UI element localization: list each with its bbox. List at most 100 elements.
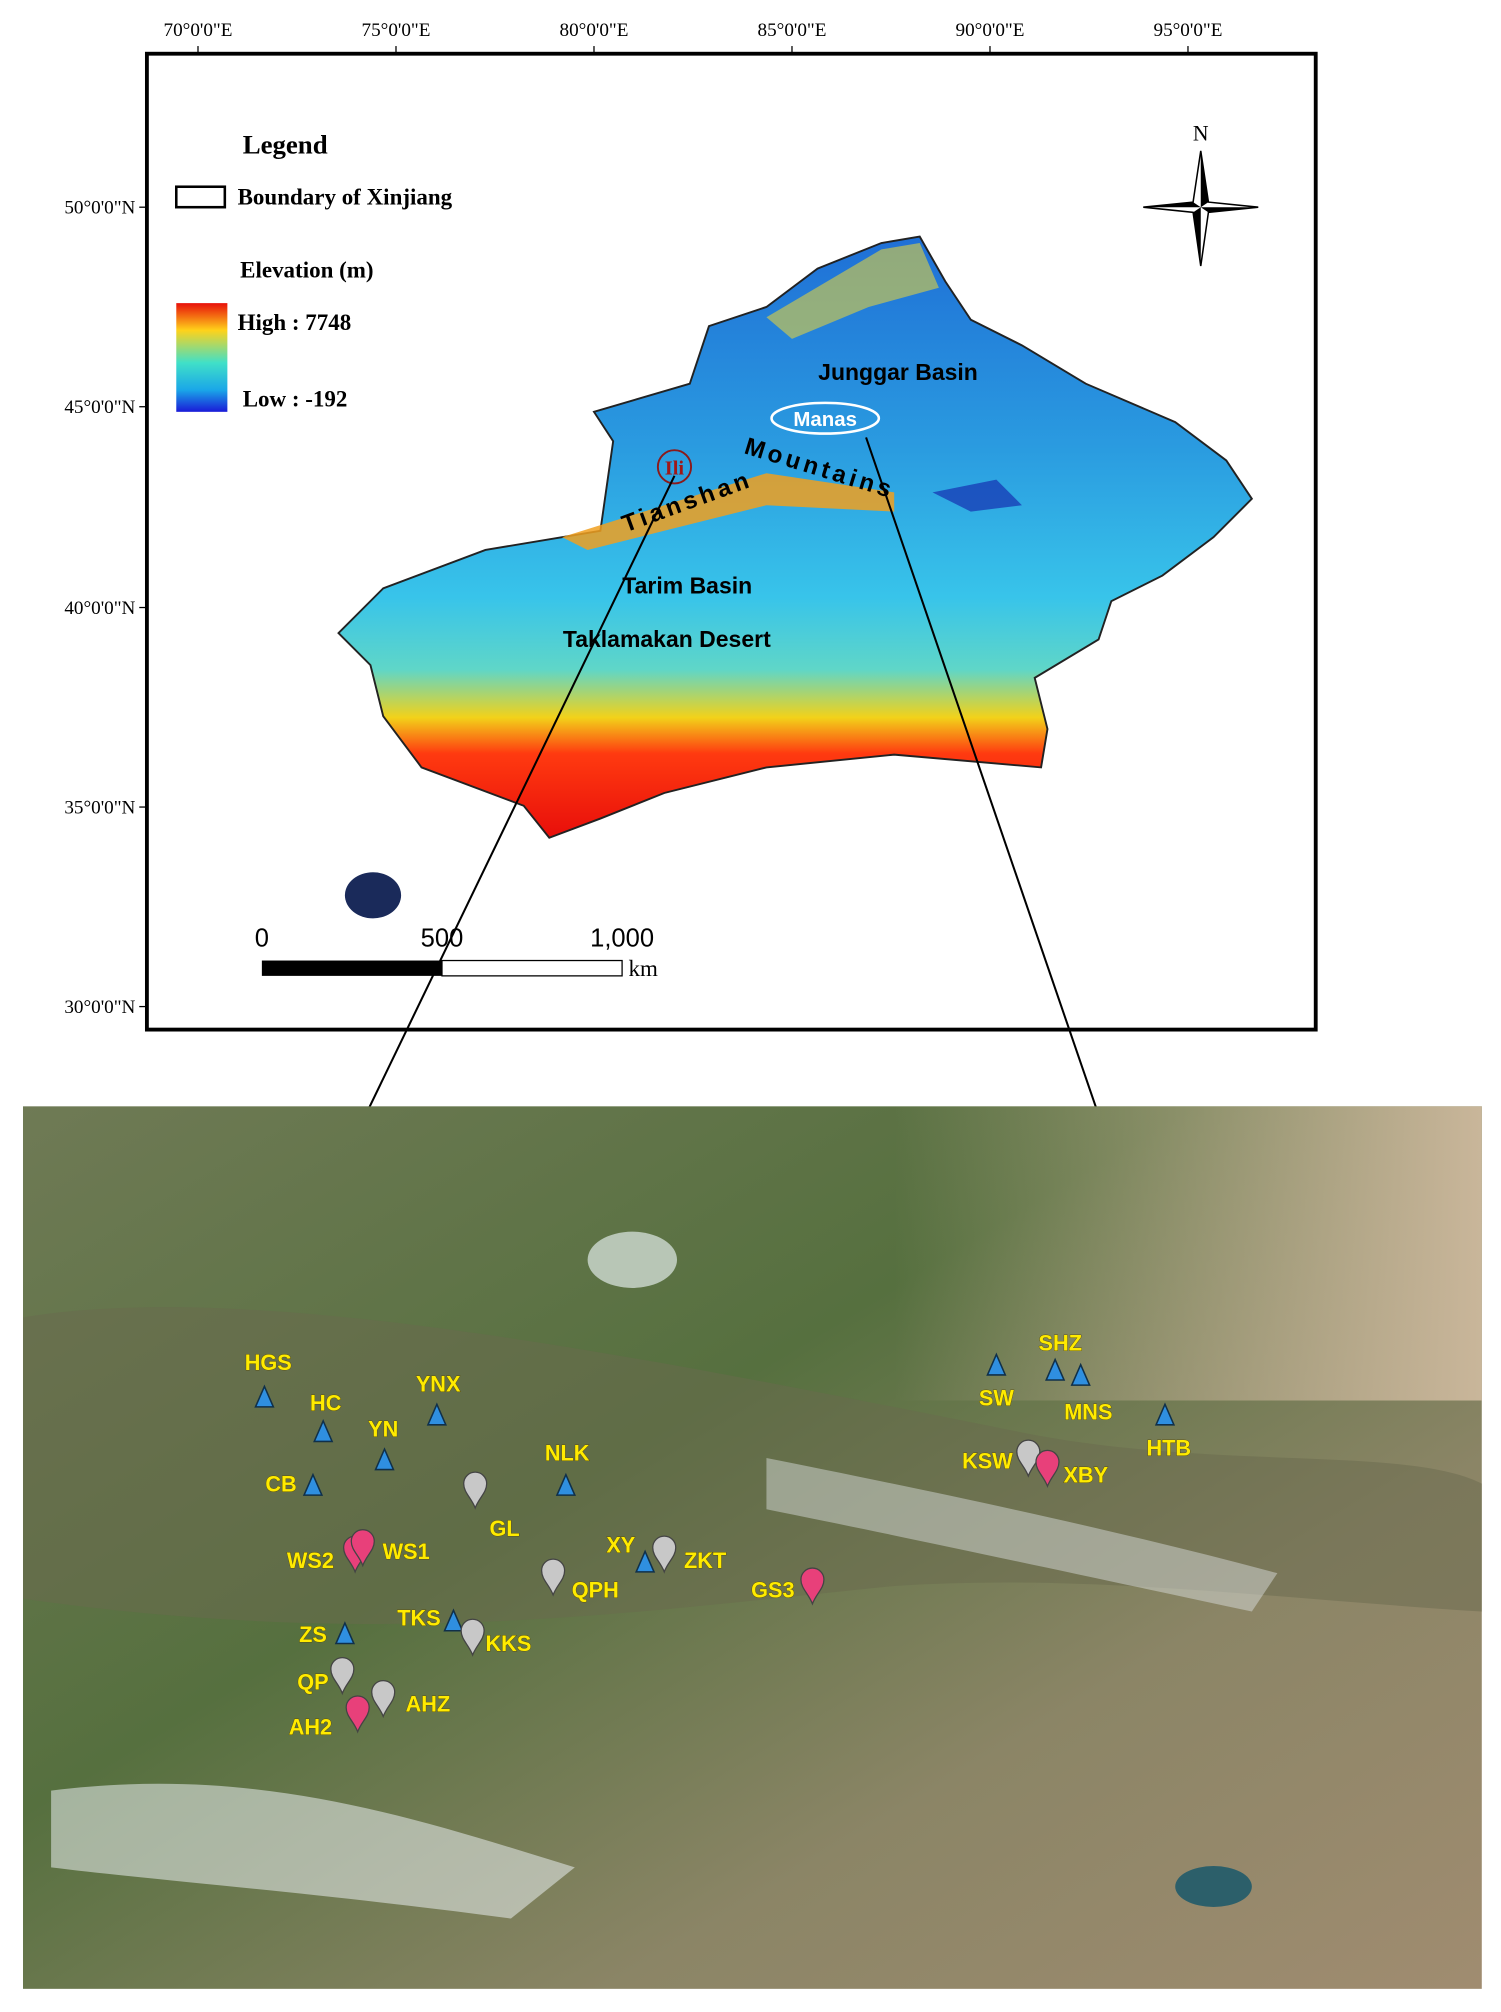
station-marker-triangle (334, 1621, 356, 1645)
station-label: KSW (962, 1448, 1013, 1473)
station: CB (265, 1471, 324, 1497)
station: WS1 (350, 1529, 430, 1568)
scale-label: 0 (255, 924, 269, 952)
station-marker-triangle (426, 1402, 447, 1426)
station-marker-triangle (986, 1352, 1007, 1376)
scale-label: 1,000 (590, 924, 654, 952)
color-ramp (176, 303, 228, 412)
place-label: Ili (665, 457, 685, 479)
legend-subtitle: Elevation (m) (240, 258, 373, 283)
station-label: ZKT (684, 1548, 727, 1573)
lat-label: 30°0'0"N (64, 997, 135, 1018)
station-label: QP (297, 1670, 328, 1695)
xinjiang-region (337, 235, 1254, 839)
station-label: GS3 (751, 1577, 794, 1602)
scale-label: 500 (421, 924, 464, 952)
legend-high: High : 7748 (238, 310, 352, 335)
station: ZKT (652, 1535, 727, 1574)
station-label: MNS (1064, 1400, 1112, 1425)
place-label: Manas (793, 408, 857, 431)
north-label: N (1193, 122, 1209, 146)
station: QP (297, 1657, 355, 1696)
station-marker-pin (371, 1680, 396, 1719)
station: TKS (397, 1605, 464, 1632)
station: YN (368, 1416, 399, 1471)
station-marker-triangle (313, 1419, 334, 1443)
scale-bar-white (441, 959, 623, 977)
station: GL (463, 1471, 520, 1541)
station-marker-triangle (302, 1472, 324, 1496)
station-label: TKS (397, 1606, 440, 1631)
lat-label: 45°0'0"N (64, 397, 135, 418)
station: KSW (962, 1439, 1041, 1478)
lon-label: 75°0'0"E (362, 20, 431, 41)
station-label: KKS (485, 1631, 531, 1656)
lon-label: 95°0'0"E (1154, 20, 1223, 41)
scale-bar-black (261, 960, 442, 976)
lon-label: 70°0'0"E (164, 20, 233, 41)
station-label: ZS (299, 1622, 327, 1647)
station: SHZ (1038, 1330, 1082, 1381)
station-marker-pin (330, 1657, 355, 1696)
station-label: SW (979, 1386, 1014, 1411)
station-label: YN (368, 1416, 398, 1441)
station: AH2 (288, 1695, 370, 1740)
station: WS2 (287, 1535, 368, 1574)
station: HTB (1146, 1402, 1192, 1461)
scale-unit: km (628, 956, 657, 981)
station-label: CB (265, 1471, 296, 1496)
station-marker-triangle (1070, 1362, 1091, 1386)
place-label: Taklamakan Desert (563, 626, 771, 652)
station: AHZ (371, 1680, 451, 1719)
station-label: SHZ (1039, 1331, 1082, 1356)
station-label: XBY (1063, 1462, 1108, 1487)
station-marker-pin (1035, 1449, 1060, 1489)
station-label: QPH (572, 1577, 619, 1602)
station-label: HTB (1147, 1435, 1192, 1460)
station-label: YNX (416, 1372, 461, 1397)
station-marker-pin (460, 1618, 485, 1657)
manas-oval (770, 401, 881, 435)
station-label: XY (606, 1533, 635, 1558)
ili-circle (656, 449, 693, 485)
content: 70°0'0"E 75°0'0"E 80°0'0"E 85°0'0"E 90°0'0"E… (22, 20, 1482, 1989)
station-marker-triangle (374, 1447, 395, 1471)
station-marker-triangle (1154, 1402, 1176, 1426)
station: XY (606, 1532, 656, 1573)
lon-label: 90°0'0"E (956, 20, 1025, 41)
lon-label: 80°0'0"E (560, 20, 629, 41)
station: SW (978, 1352, 1015, 1411)
legend-swatch (175, 185, 227, 209)
stations: HGS HC YNX YN CB NLK GL WS2 WS1 XY ZKT QPH GS3 TKS KKS… (244, 1330, 1192, 1740)
station-label: HGS (245, 1350, 292, 1375)
station-marker-pin (800, 1567, 825, 1606)
lat-label: 50°0'0"N (64, 198, 135, 219)
station: ZS (299, 1621, 356, 1648)
lon-label: 85°0'0"E (758, 20, 827, 41)
station-label: WS1 (383, 1539, 430, 1564)
station-marker-pin (345, 1695, 370, 1734)
station: HGS (244, 1349, 292, 1408)
station-label: NLK (545, 1441, 590, 1466)
legend-item: Boundary of Xinjiang (238, 185, 453, 210)
station-marker-pin (350, 1529, 375, 1568)
station-marker-pin (463, 1471, 488, 1510)
station-marker-pin (652, 1535, 677, 1574)
station-label: WS2 (287, 1548, 334, 1573)
station: GS3 (751, 1567, 825, 1606)
satellite-image (22, 872, 1482, 1989)
station: HC (310, 1390, 342, 1443)
place-label: Tarim Basin (622, 572, 752, 598)
station-label: GL (489, 1516, 519, 1541)
station-marker-triangle (634, 1549, 656, 1573)
station: YNX (415, 1371, 461, 1426)
lat-label: 40°0'0"N (64, 598, 135, 619)
station-marker-triangle (443, 1608, 464, 1632)
station: XBY (1035, 1449, 1109, 1489)
place-label: Junggar Basin (818, 359, 978, 385)
station-marker-triangle (254, 1384, 275, 1408)
station-label: AH2 (289, 1714, 332, 1739)
station: QPH (540, 1558, 619, 1603)
station: MNS (1064, 1362, 1113, 1425)
